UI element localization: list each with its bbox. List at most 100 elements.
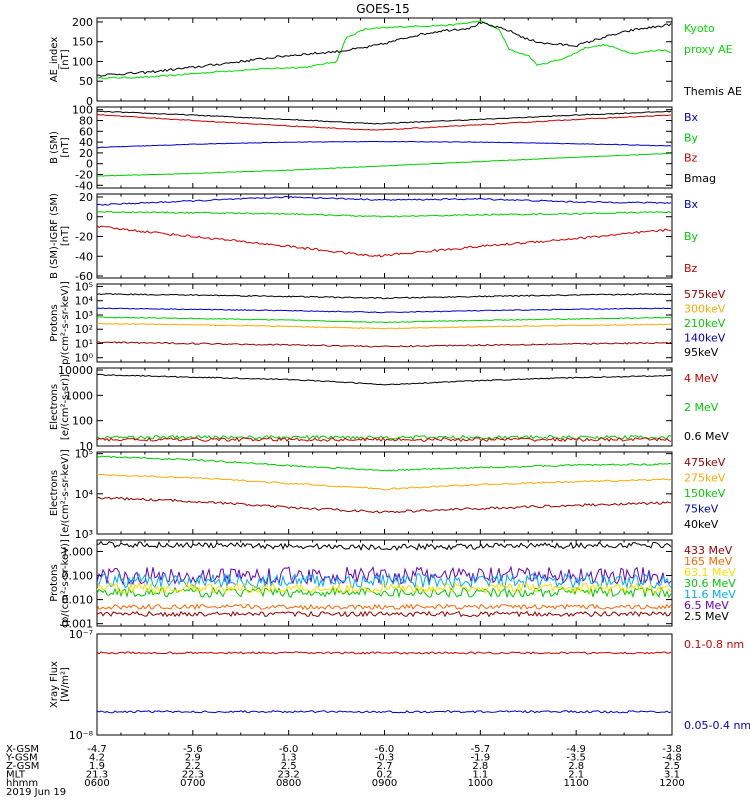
y-tick-label: 10⁴ bbox=[75, 295, 94, 308]
ephemeris-row-label: hhmm bbox=[6, 778, 38, 789]
panel-6: 10³ 10⁴ 10⁵ Electrons [e/(cm²-s-sr-keV)] 475k… bbox=[49, 448, 726, 541]
y-tick-label: 10⁰ bbox=[75, 352, 94, 365]
series-line-bz bbox=[97, 225, 672, 258]
ephemeris-value: 2.8 bbox=[568, 761, 584, 772]
y-axis-label: [nT] bbox=[60, 226, 71, 246]
series-line-2-mev bbox=[97, 434, 672, 440]
y-tick-label: 200 bbox=[72, 16, 93, 29]
ephemeris-row-label: MLT bbox=[6, 770, 26, 781]
y-tick-label: 10 bbox=[79, 440, 93, 453]
ephemeris-row-label: X-GSM bbox=[6, 744, 39, 755]
series-line-575kev bbox=[97, 341, 672, 348]
y-tick-label: -40 bbox=[75, 250, 93, 263]
series-line-300kev bbox=[97, 322, 672, 330]
y-tick-label: 10⁻⁷ bbox=[69, 628, 93, 641]
series-line-bmag bbox=[97, 110, 672, 125]
date-label: 2019 Jun 19 bbox=[6, 787, 66, 798]
y-axis-label: [W/m²] bbox=[60, 667, 71, 702]
legend-entry: Kyoto bbox=[684, 22, 715, 35]
legend-entry: 4 MeV bbox=[684, 372, 719, 385]
y-tick-label: 0.010 bbox=[62, 594, 94, 607]
y-tick-label: 10³ bbox=[75, 528, 93, 541]
series-line-themis-ae bbox=[97, 21, 672, 77]
y-axis-label: Protons bbox=[49, 304, 60, 341]
ephemeris-value: 2.5 bbox=[664, 761, 680, 772]
y-tick-label: 1.000 bbox=[62, 545, 94, 558]
legend-entry: Themis AE bbox=[683, 85, 742, 98]
series-line-95kev bbox=[97, 293, 672, 300]
y-tick-label: 50 bbox=[79, 75, 93, 88]
series-line-by bbox=[97, 152, 671, 177]
y-tick-label: 20 bbox=[79, 147, 93, 160]
y-axis-label: B (SM)-IGRF (SM) bbox=[49, 193, 60, 279]
ephemeris-table: X-GSM -4.7 -5.6 -6.0 -6.0 -5.7 -4.9 -3.8 Y-GSM 4.… bbox=[5, 744, 685, 798]
legend-entry: 0.05-0.4 nm bbox=[684, 719, 750, 732]
legend-entry: Bx bbox=[684, 198, 699, 211]
series-line-475kev bbox=[97, 496, 672, 514]
legend-entry: Bz bbox=[684, 262, 698, 275]
y-tick-label: 10⁵ bbox=[75, 448, 93, 461]
ephemeris-value: 0700 bbox=[180, 778, 205, 789]
y-axis-label: [e/(cm²-s-sr-keV)] bbox=[60, 449, 71, 537]
legend-entry: Bz bbox=[684, 152, 698, 165]
series-line-bz bbox=[97, 113, 671, 131]
series-line-0-1-0-8-nm bbox=[97, 651, 672, 655]
ephemeris-value: 21.3 bbox=[86, 770, 108, 781]
legend-entry: 140keV bbox=[684, 332, 726, 345]
y-tick-label: 0 bbox=[86, 158, 93, 171]
series-line-4-mev bbox=[97, 437, 672, 443]
ephemeris-row-label: Z-GSM bbox=[6, 761, 39, 772]
y-tick-label: 10⁴ bbox=[75, 488, 94, 501]
ephemeris-value: -3.5 bbox=[566, 753, 586, 764]
legend-entry: 575keV bbox=[684, 288, 726, 301]
y-tick-label: -20 bbox=[75, 169, 93, 182]
series-line-6-5-mev bbox=[97, 565, 672, 586]
y-tick-label: 10⁻⁸ bbox=[69, 729, 94, 742]
ephemeris-value: -4.7 bbox=[87, 744, 107, 755]
series-line-165-mev bbox=[97, 603, 672, 611]
ephemeris-value: 0900 bbox=[372, 778, 397, 789]
legend-entry: 6.5 MeV bbox=[684, 599, 729, 612]
ephemeris-value: -4.9 bbox=[566, 744, 586, 755]
y-tick-label: 60 bbox=[79, 125, 93, 138]
y-tick-label: 10² bbox=[75, 323, 93, 336]
ephemeris-value: 23.2 bbox=[278, 770, 300, 781]
y-axis-label: Electrons bbox=[49, 384, 60, 430]
y-axis-label: p/(cm²-s-sr-keV)] bbox=[60, 281, 71, 365]
legend-entry: 95keV bbox=[684, 346, 719, 359]
series-line-kyoto-proxy-ae bbox=[97, 20, 672, 80]
legend-entry: 210keV bbox=[684, 317, 726, 330]
legend-entry: 2 MeV bbox=[684, 401, 719, 414]
ephemeris-value: 2.8 bbox=[472, 761, 488, 772]
legend-entry: 30.6 MeV bbox=[684, 577, 736, 590]
ephemeris-value: 1.1 bbox=[472, 770, 488, 781]
panel-frame bbox=[96, 633, 673, 736]
panel-5: 10 100 1000 10000 Electrons [e/(cm²-s-sr)] 4 M… bbox=[49, 364, 729, 453]
ephemeris-value: 0.2 bbox=[377, 770, 393, 781]
series-line-2-5-mev bbox=[97, 540, 672, 552]
series-line-433-mev bbox=[97, 610, 672, 618]
legend-entry: 75keV bbox=[684, 503, 719, 516]
series-line-bx bbox=[97, 140, 672, 149]
panel-3: -60 -40 -20 0 20 B (SM)-IGRF (SM) [nT] Bx By Bz bbox=[49, 191, 699, 283]
y-tick-label: 10⁵ bbox=[75, 281, 93, 294]
y-tick-label: 100 bbox=[72, 55, 93, 68]
panel-1: 0 50 100 150 200 AE_index [nT] Kyoto proxy AE The… bbox=[49, 16, 742, 108]
y-tick-label: 150 bbox=[72, 36, 93, 49]
ephemeris-value: 2.2 bbox=[185, 761, 201, 772]
legend-entry: 0.1-0.8 nm bbox=[684, 638, 744, 651]
ephemeris-value: 2.5 bbox=[281, 761, 297, 772]
ephemeris-value: -5.6 bbox=[183, 744, 203, 755]
y-axis-label: [p/(cm²-s-sr-keV)] bbox=[60, 539, 71, 627]
series-line-by bbox=[97, 210, 672, 218]
series-line-150kev bbox=[97, 455, 672, 472]
ephemeris-value: 3.1 bbox=[664, 770, 680, 781]
y-axis-label: Xray Flux bbox=[49, 661, 60, 708]
ephemeris-value: -0.3 bbox=[375, 753, 395, 764]
ephemeris-value: 4.2 bbox=[89, 753, 105, 764]
